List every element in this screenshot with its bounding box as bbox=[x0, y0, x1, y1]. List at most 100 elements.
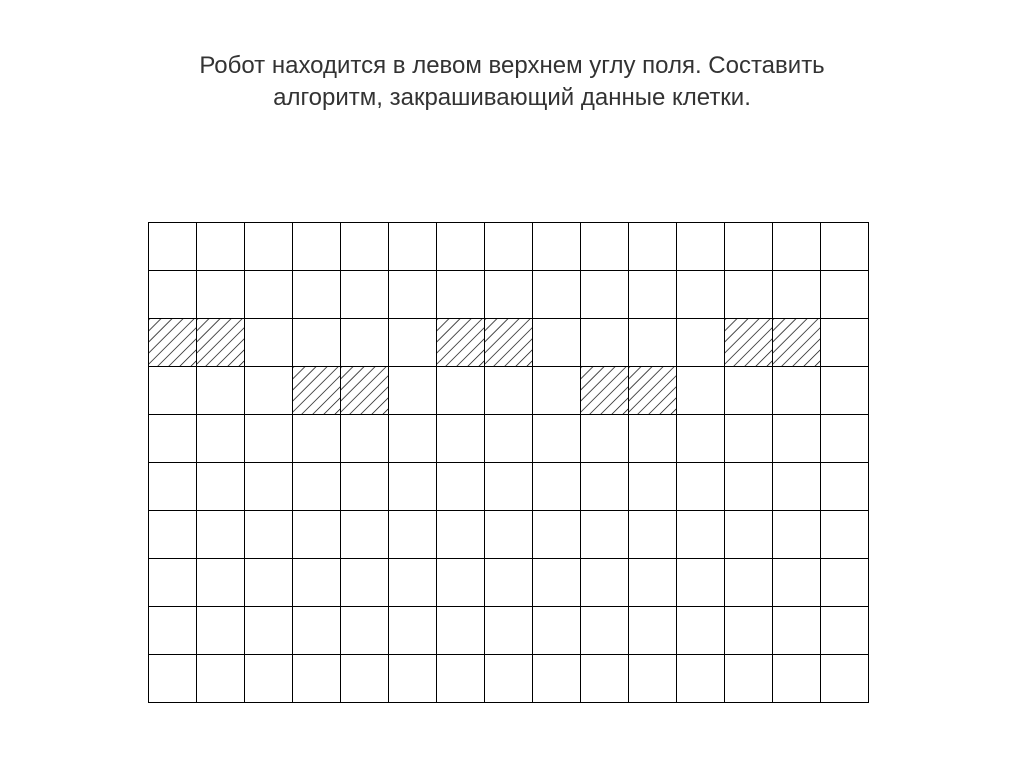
grid-cell bbox=[629, 607, 677, 655]
grid-cell bbox=[197, 511, 245, 559]
grid-cell bbox=[245, 415, 293, 463]
page-root: Робот находится в левом верхнем углу пол… bbox=[0, 0, 1024, 767]
grid-cell bbox=[533, 607, 581, 655]
grid-cell bbox=[581, 559, 629, 607]
grid-cell bbox=[725, 463, 773, 511]
grid-cell bbox=[245, 655, 293, 703]
grid-cell bbox=[821, 655, 869, 703]
grid-cell bbox=[149, 367, 197, 415]
grid-cell bbox=[341, 223, 389, 271]
grid-cell bbox=[293, 607, 341, 655]
grid-container bbox=[148, 222, 869, 703]
grid-cell bbox=[389, 223, 437, 271]
grid-cell bbox=[437, 463, 485, 511]
grid-cell bbox=[629, 511, 677, 559]
grid-cell bbox=[197, 559, 245, 607]
grid-cell bbox=[533, 367, 581, 415]
grid-cell bbox=[485, 223, 533, 271]
grid-cell bbox=[677, 511, 725, 559]
grid-cell bbox=[773, 607, 821, 655]
grid-cell bbox=[821, 415, 869, 463]
grid-cell bbox=[821, 607, 869, 655]
grid-cell bbox=[389, 271, 437, 319]
grid-cell bbox=[485, 463, 533, 511]
grid-cell bbox=[389, 415, 437, 463]
grid-cell bbox=[197, 415, 245, 463]
grid-cell bbox=[581, 223, 629, 271]
grid-cell bbox=[197, 367, 245, 415]
grid-cell bbox=[437, 511, 485, 559]
grid-cell bbox=[677, 559, 725, 607]
grid-cell bbox=[773, 655, 821, 703]
grid-cell bbox=[197, 271, 245, 319]
grid-cell bbox=[341, 271, 389, 319]
grid-cell bbox=[677, 223, 725, 271]
grid-cell bbox=[389, 607, 437, 655]
grid-cell bbox=[773, 463, 821, 511]
grid-cell bbox=[725, 511, 773, 559]
grid-cell bbox=[677, 271, 725, 319]
grid-cell bbox=[773, 223, 821, 271]
grid-cell bbox=[485, 655, 533, 703]
grid-cell bbox=[581, 655, 629, 703]
grid-cell bbox=[533, 223, 581, 271]
grid-cell bbox=[677, 463, 725, 511]
grid-cell bbox=[245, 559, 293, 607]
grid-cell bbox=[341, 655, 389, 703]
grid-cell bbox=[197, 463, 245, 511]
grid-cell bbox=[485, 559, 533, 607]
grid-cell bbox=[677, 319, 725, 367]
grid-cell bbox=[341, 463, 389, 511]
grid-cell bbox=[533, 559, 581, 607]
grid-cell bbox=[149, 463, 197, 511]
grid-cell bbox=[293, 463, 341, 511]
grid-cell bbox=[437, 559, 485, 607]
grid-cell bbox=[773, 271, 821, 319]
grid-cell bbox=[677, 415, 725, 463]
grid-cell bbox=[485, 511, 533, 559]
grid-row bbox=[149, 655, 869, 703]
grid-cell bbox=[725, 223, 773, 271]
grid-cell bbox=[341, 415, 389, 463]
grid-row bbox=[149, 415, 869, 463]
grid-cell bbox=[197, 607, 245, 655]
grid-cell bbox=[389, 319, 437, 367]
grid-cell bbox=[821, 559, 869, 607]
grid-cell bbox=[437, 223, 485, 271]
grid-cell-hatched bbox=[485, 319, 533, 367]
grid-row bbox=[149, 223, 869, 271]
grid-cell bbox=[389, 559, 437, 607]
grid-cell-hatched bbox=[773, 319, 821, 367]
grid-cell bbox=[437, 271, 485, 319]
grid-cell bbox=[149, 607, 197, 655]
grid-cell bbox=[821, 367, 869, 415]
grid-cell bbox=[533, 463, 581, 511]
grid-row bbox=[149, 271, 869, 319]
grid-cell bbox=[533, 655, 581, 703]
robot-grid bbox=[148, 222, 869, 703]
grid-cell bbox=[533, 271, 581, 319]
grid-cell bbox=[341, 559, 389, 607]
grid-cell bbox=[485, 367, 533, 415]
grid-cell bbox=[485, 607, 533, 655]
grid-cell bbox=[293, 511, 341, 559]
grid-cell bbox=[293, 223, 341, 271]
grid-cell-hatched bbox=[437, 319, 485, 367]
grid-cell bbox=[341, 319, 389, 367]
grid-cell bbox=[533, 415, 581, 463]
grid-cell bbox=[773, 367, 821, 415]
grid-cell bbox=[629, 559, 677, 607]
grid-cell bbox=[725, 367, 773, 415]
grid-cell bbox=[245, 367, 293, 415]
grid-row bbox=[149, 367, 869, 415]
grid-cell bbox=[581, 463, 629, 511]
grid-cell bbox=[197, 655, 245, 703]
grid-cell bbox=[581, 607, 629, 655]
grid-cell bbox=[773, 415, 821, 463]
task-title: Робот находится в левом верхнем углу пол… bbox=[0, 50, 1024, 115]
grid-cell bbox=[629, 271, 677, 319]
grid-cell bbox=[293, 271, 341, 319]
grid-cell bbox=[389, 655, 437, 703]
grid-cell bbox=[773, 511, 821, 559]
grid-cell bbox=[437, 655, 485, 703]
